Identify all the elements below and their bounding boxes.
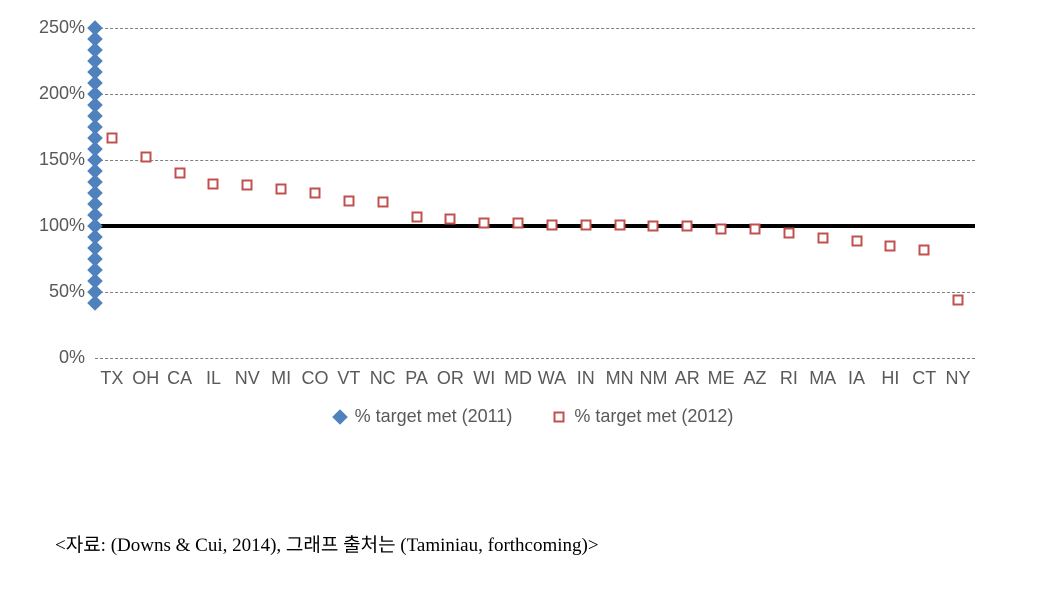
gridline <box>95 160 975 161</box>
marker-square <box>174 168 185 179</box>
marker-square <box>242 180 253 191</box>
figure-stage: 0%50%100%150%200%250% TXOHCAILNVMICOVTNC… <box>0 0 1054 591</box>
marker-square <box>716 223 727 234</box>
marker-square <box>682 221 693 232</box>
data-source-caption: <자료: (Downs & Cui, 2014), 그래프 출처는 (Tamin… <box>55 530 599 557</box>
marker-square <box>953 294 964 305</box>
marker-square <box>851 235 862 246</box>
marker-square <box>411 211 422 222</box>
marker-square <box>919 244 930 255</box>
legend-label: % target met (2011) <box>355 406 513 427</box>
x-tick-label: NY <box>938 368 978 389</box>
marker-square <box>513 218 524 229</box>
y-tick-label: 200% <box>0 83 85 104</box>
marker-square <box>750 223 761 234</box>
marker-square <box>276 184 287 195</box>
reference-line <box>95 224 975 228</box>
legend-item: % target met (2012) <box>552 406 733 427</box>
marker-square <box>479 218 490 229</box>
square-icon <box>552 410 566 424</box>
diamond-icon <box>333 410 347 424</box>
marker-square <box>140 152 151 163</box>
marker-square <box>580 219 591 230</box>
legend-label: % target met (2012) <box>574 406 733 427</box>
marker-square <box>885 240 896 251</box>
marker-square <box>817 232 828 243</box>
marker-square <box>310 188 321 199</box>
y-tick-label: 100% <box>0 215 85 236</box>
y-tick-label: 0% <box>0 347 85 368</box>
marker-square <box>208 178 219 189</box>
gridline <box>95 358 975 359</box>
chart-legend: % target met (2011) % target met (2012) <box>333 406 734 427</box>
marker-square <box>377 197 388 208</box>
y-tick-label: 250% <box>0 17 85 38</box>
gridline <box>95 292 975 293</box>
plot-area <box>95 28 975 358</box>
marker-square <box>445 214 456 225</box>
marker-diamond <box>87 295 103 311</box>
legend-item: % target met (2011) <box>333 406 513 427</box>
marker-square <box>343 195 354 206</box>
marker-square <box>546 219 557 230</box>
marker-square <box>648 221 659 232</box>
y-tick-label: 150% <box>0 149 85 170</box>
gridline <box>95 94 975 95</box>
marker-square <box>106 132 117 143</box>
marker-square <box>614 219 625 230</box>
y-tick-label: 50% <box>0 281 85 302</box>
marker-square <box>783 227 794 238</box>
gridline <box>95 28 975 29</box>
